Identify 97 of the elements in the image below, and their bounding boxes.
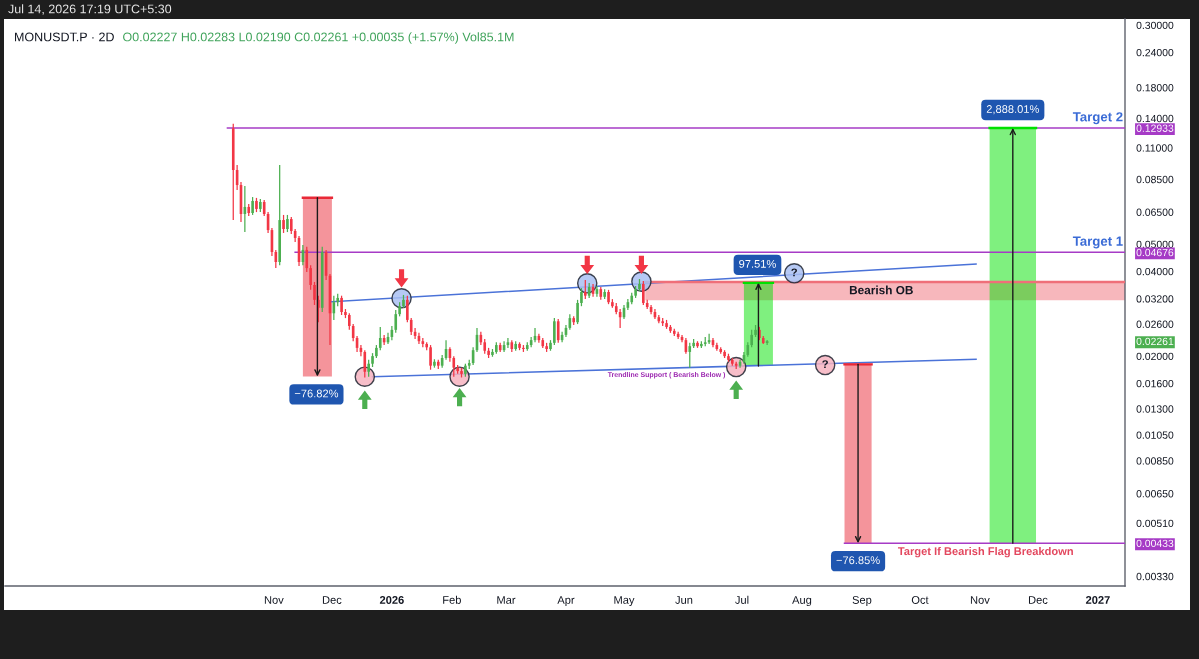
y-tick-label: 0.01050: [1136, 431, 1174, 439]
point: [634, 255, 649, 275]
candlestick: [402, 294, 405, 309]
annotation: 2,888.01%: [986, 105, 1039, 115]
y-tick-label: 0.05000: [1136, 240, 1174, 249]
candlestick: [642, 280, 645, 306]
y-tick-label: 0.11000: [1136, 144, 1173, 152]
y-tick-label: 0.14000: [1136, 114, 1174, 123]
x-tick-label: Nov: [970, 596, 990, 604]
candlestick: [553, 317, 556, 346]
annotation: 97.51%: [739, 259, 776, 268]
x-tick-label: Jun: [675, 596, 693, 604]
candlestick: [723, 349, 726, 359]
candlestick: [460, 367, 463, 379]
candlestick: [518, 341, 521, 351]
annotation: ?: [791, 268, 797, 277]
candlestick: [580, 287, 583, 307]
candlestick: [406, 295, 409, 323]
annotation: Bearish OB: [849, 285, 913, 295]
y-tick-label: 0.30000: [1136, 21, 1174, 30]
candlestick: [634, 285, 637, 299]
y-tick-label: 0.00650: [1136, 490, 1174, 498]
y-tick-label: 0.04000: [1136, 267, 1174, 276]
x-tick-label: Feb: [443, 595, 461, 604]
y-tick-label: 0.08500: [1136, 175, 1174, 184]
annotation: Target If Bearish Flag Breakdown: [897, 546, 1073, 558]
y-tick-label: 0.03200: [1136, 295, 1174, 303]
point: [580, 255, 595, 275]
y-tick-label: 0.01300: [1136, 405, 1174, 413]
text: MONUSDT.P · 2D: [15, 32, 114, 42]
candlestick: [429, 344, 432, 371]
y-tick-label: 0.00510: [1136, 519, 1174, 528]
candlestick: [556, 318, 560, 344]
candlestick: [754, 324, 757, 338]
candlestick: [607, 289, 610, 305]
candlestick: [669, 324, 672, 334]
candlestick: [727, 353, 730, 363]
candlestick: [638, 278, 641, 292]
y-tick-label: 0.06500: [1136, 208, 1174, 216]
point: [814, 354, 836, 376]
candlestick: [584, 279, 587, 300]
candlestick: [487, 347, 490, 359]
candlestick: [313, 281, 316, 306]
y-tick-label: 0.12933: [1136, 124, 1174, 132]
text: Jul 14, 2026 17:19 UTC+5:30: [8, 4, 172, 15]
candlestick: [251, 196, 254, 216]
candlestick: [433, 358, 436, 369]
candlestick: [549, 339, 552, 352]
candlestick: [255, 197, 258, 213]
x-tick-label: Apr: [557, 596, 575, 607]
candlestick: [576, 299, 579, 325]
point: [729, 380, 744, 399]
y-tick-label: 0.00433: [1136, 539, 1174, 548]
candlestick: [375, 344, 378, 359]
x-tick-label: May: [614, 596, 635, 607]
annotation: −76.82%: [294, 389, 339, 398]
x-tick-label: 2026: [379, 596, 404, 604]
x-tick-label: Jul: [735, 595, 749, 604]
y-tick-label: 0.02600: [1136, 320, 1174, 328]
point: [394, 269, 409, 288]
x-tick-label: Dec: [1028, 596, 1048, 604]
candlestick: [378, 326, 382, 351]
annotation: −76.85%: [836, 556, 880, 565]
y-tick-label: 0.00850: [1136, 457, 1174, 465]
candlestick: [491, 348, 494, 358]
x-tick-label: Sep: [852, 596, 872, 607]
candlestick: [363, 349, 367, 379]
candlestick: [522, 344, 525, 353]
candlestick: [340, 295, 343, 316]
y-tick-label: 0.02000: [1136, 352, 1174, 361]
candlestick: [286, 214, 289, 233]
x-tick-label: 2027: [1085, 596, 1110, 604]
x-tick-label: Dec: [322, 596, 342, 604]
y-tick-label: 0.04676: [1136, 248, 1174, 257]
x-tick-label: Aug: [792, 596, 812, 607]
annotation: Target 2: [1072, 112, 1123, 125]
candlestick: [371, 352, 374, 368]
x-tick-label: Mar: [497, 596, 516, 604]
annotation: ?: [822, 360, 828, 368]
x-tick-label: Oct: [911, 596, 929, 604]
y-tick-label: 0.00330: [1136, 572, 1174, 581]
annotation: Target 1: [1072, 236, 1123, 249]
candlestick: [665, 319, 668, 330]
candlestick: [688, 342, 692, 369]
y-tick-label: 0.24000: [1136, 48, 1174, 57]
x-tick-label: Nov: [264, 596, 284, 604]
candlestick: [282, 214, 285, 234]
candlestick: [344, 308, 347, 319]
candlestick: [696, 340, 699, 349]
candlestick: [309, 264, 312, 291]
point: [357, 390, 372, 409]
y-tick-label: 0.02261: [1136, 337, 1174, 346]
y-tick-label: 0.18000: [1136, 84, 1174, 92]
candlestick: [305, 246, 309, 273]
point: [452, 387, 467, 407]
annotation: O0.02227 H0.02283 L0.02190 C0.02261 +0.00035 (+1.57%) Vol85.1M: [123, 32, 514, 44]
y-tick-label: 0.01600: [1136, 379, 1174, 388]
